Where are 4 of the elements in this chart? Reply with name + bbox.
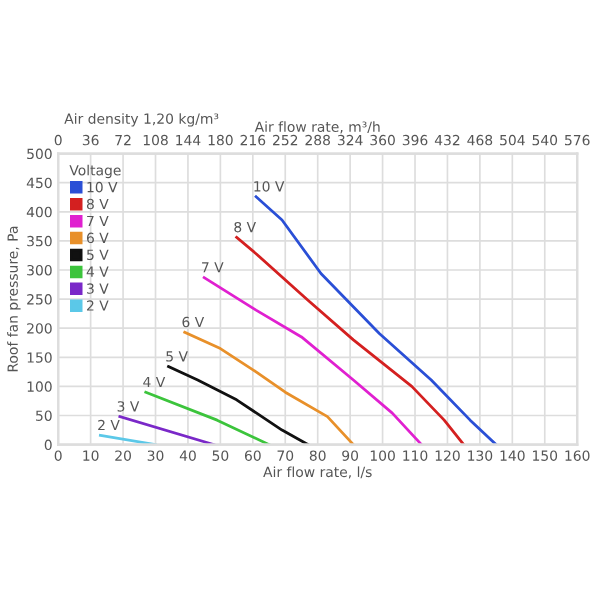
line-series <box>202 276 423 445</box>
line-series <box>254 195 498 445</box>
line-series <box>167 365 310 445</box>
line-series <box>235 236 466 445</box>
